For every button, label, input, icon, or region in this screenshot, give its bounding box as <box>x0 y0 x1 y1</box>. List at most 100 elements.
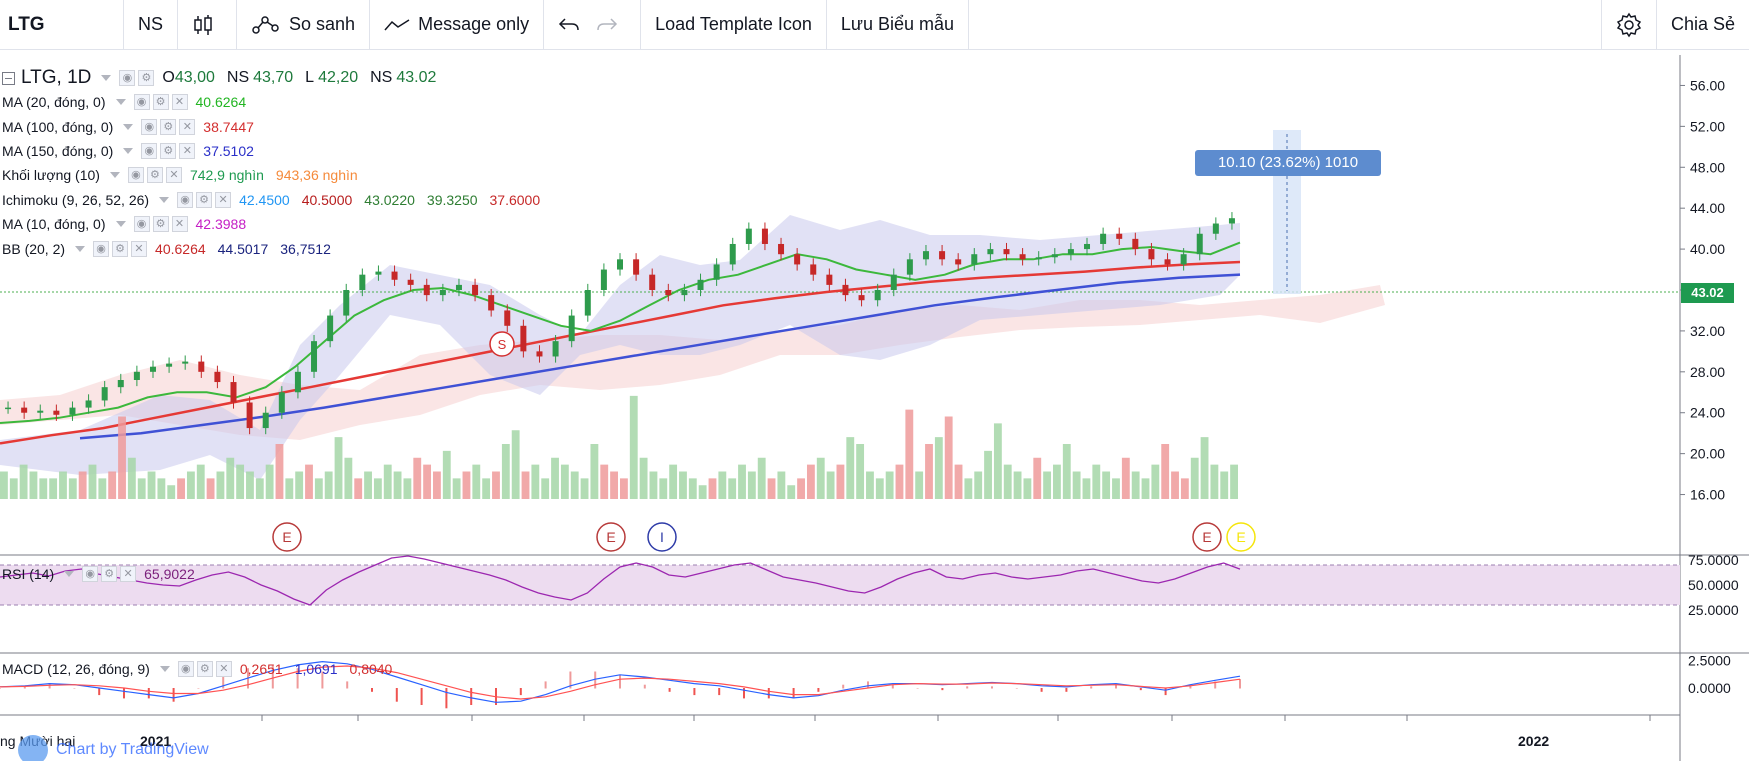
chevron-down-icon[interactable] <box>159 666 170 672</box>
chart-type-button[interactable] <box>178 0 238 50</box>
candle-body <box>117 380 124 388</box>
eye-icon[interactable]: ◉ <box>127 167 144 183</box>
close-icon[interactable]: ✕ <box>215 192 232 208</box>
candle-body <box>214 371 221 383</box>
volume-bar <box>1112 478 1120 499</box>
chevron-down-icon[interactable] <box>109 172 120 178</box>
volume-bar <box>314 478 323 499</box>
close-icon[interactable]: ✕ <box>171 216 188 232</box>
redo-icon[interactable] <box>596 16 618 34</box>
top-toolbar: LTG NS So sanh Message only <box>0 0 1749 50</box>
chevron-down-icon[interactable] <box>123 148 134 154</box>
close-icon[interactable]: ✕ <box>171 94 188 110</box>
candle-body <box>278 392 285 413</box>
legend-macd[interactable]: MACD (12, 26, đóng, 9) ◉ ⚙ ✕ 0,2651 1,0691… <box>2 660 404 678</box>
earnings-marker[interactable] <box>272 522 302 552</box>
eye-icon[interactable]: ◉ <box>141 119 158 135</box>
close-icon[interactable]: ✕ <box>179 119 196 135</box>
volume-bar <box>265 464 274 499</box>
eye-icon[interactable]: ◉ <box>141 143 158 159</box>
eye-icon[interactable]: ◉ <box>133 94 150 110</box>
legend-ma10[interactable]: MA (10, đóng, 0) ◉ ⚙ ✕ 42.3988 <box>2 215 258 233</box>
volume-bar <box>1220 471 1229 499</box>
split-marker[interactable] <box>489 331 515 357</box>
candle-body <box>1132 238 1139 250</box>
volume-bar <box>19 464 28 499</box>
eye-icon[interactable]: ◉ <box>177 192 194 208</box>
gear-icon[interactable]: ⚙ <box>146 167 163 183</box>
share-button[interactable]: Chia Sẻ <box>1670 14 1735 34</box>
gear-icon[interactable]: ⚙ <box>160 143 177 159</box>
chevron-down-icon[interactable] <box>101 75 112 81</box>
candle-body <box>584 290 591 316</box>
compare-button[interactable]: So sanh <box>237 0 371 50</box>
eye-icon[interactable]: ◉ <box>119 70 136 86</box>
eye-icon[interactable]: ◉ <box>177 661 194 677</box>
gear-icon[interactable]: ⚙ <box>112 241 129 257</box>
volume-bar <box>236 464 245 499</box>
candle-body <box>407 279 414 285</box>
legend-volume[interactable]: Khối lượng (10) ◉ ⚙ ✕ 742,9 nghìn 943,36 n… <box>2 166 370 184</box>
close-icon[interactable]: ✕ <box>165 167 182 183</box>
legend-ma150[interactable]: MA (150, đóng, 0) ◉ ⚙ ✕ 37.5102 <box>2 142 266 160</box>
undo-icon[interactable] <box>558 16 580 34</box>
candle-body <box>101 387 108 401</box>
price-layer <box>0 212 1241 445</box>
chart-area[interactable]: 56.0052.0048.0044.0040.0036.0032.0028.00… <box>0 55 1749 761</box>
macd-histogram-bar <box>271 664 274 689</box>
chevron-down-icon[interactable] <box>75 246 86 252</box>
candle-body <box>922 251 929 260</box>
price-tick-label: 48.00 <box>1690 159 1725 175</box>
chevron-down-icon[interactable] <box>123 124 134 130</box>
legend-rsi[interactable]: RSI (14) ◉ ⚙ ✕ 65,9022 <box>2 565 207 583</box>
future-event-marker[interactable] <box>1226 522 1256 552</box>
save-template-button[interactable]: Lưu Biểu mẫu <box>827 0 970 50</box>
legend-main-title[interactable]: LTG, 1D <box>21 67 92 88</box>
chart-canvas[interactable]: 56.0052.0048.0044.0040.0036.0032.0028.00… <box>0 55 1749 761</box>
legend-ma100[interactable]: MA (100, đóng, 0) ◉ ⚙ ✕ 38.7447 <box>2 118 266 136</box>
load-template-button[interactable]: Load Template Icon <box>641 0 827 50</box>
chevron-down-icon[interactable] <box>115 99 126 105</box>
gear-icon[interactable]: ⚙ <box>138 70 155 86</box>
volume-bar <box>934 437 943 499</box>
chevron-down-icon[interactable] <box>64 571 75 577</box>
legend-bb[interactable]: BB (20, 2) ◉ ⚙ ✕ 40.6264 44.5017 36,7512 <box>2 240 343 258</box>
volume-bar <box>442 450 451 499</box>
eye-icon[interactable]: ◉ <box>133 216 150 232</box>
candle-body <box>617 259 623 270</box>
message-button[interactable]: Message only <box>370 0 545 50</box>
earnings-marker[interactable] <box>596 522 626 552</box>
tradingview-branding[interactable]: Chart by TradingView <box>18 735 209 761</box>
gear-icon[interactable]: ⚙ <box>152 94 169 110</box>
volume-bar <box>1200 437 1209 499</box>
settings-button[interactable] <box>1602 0 1657 50</box>
volume-bar <box>482 478 491 499</box>
candle-body <box>649 274 656 290</box>
symbol-search-button[interactable]: LTG <box>0 0 124 50</box>
chevron-down-icon[interactable] <box>115 221 126 227</box>
legend-ichimoku[interactable]: Ichimoku (9, 26, 52, 26) ◉ ⚙ ✕ 42.4500 40.… <box>2 191 552 209</box>
gear-icon[interactable]: ⚙ <box>196 192 213 208</box>
close-icon[interactable]: ✕ <box>215 661 232 677</box>
interval-button[interactable]: NS <box>124 0 179 50</box>
close-icon[interactable]: ✕ <box>131 241 148 257</box>
legend-ma20[interactable]: MA (20, đóng, 0) ◉ ⚙ ✕ 40.6264 <box>2 93 258 111</box>
close-icon[interactable]: ✕ <box>179 143 196 159</box>
chevron-down-icon[interactable] <box>159 197 170 203</box>
macd-histogram-bar <box>668 688 671 692</box>
gear-icon[interactable]: ⚙ <box>160 119 177 135</box>
eye-icon[interactable]: ◉ <box>82 566 99 582</box>
legend-open-label: O <box>162 69 175 86</box>
earnings-marker[interactable] <box>1192 522 1222 552</box>
volume-bar <box>866 471 874 499</box>
collapse-icon[interactable] <box>2 71 15 85</box>
dividend-marker[interactable] <box>647 522 677 552</box>
gear-icon[interactable]: ⚙ <box>101 566 118 582</box>
candle-body <box>520 325 527 352</box>
volume-bar <box>1013 471 1022 499</box>
legend-controls[interactable]: ◉ ⚙ <box>119 70 155 86</box>
close-icon[interactable]: ✕ <box>120 566 137 582</box>
eye-icon[interactable]: ◉ <box>93 241 110 257</box>
gear-icon[interactable]: ⚙ <box>196 661 213 677</box>
gear-icon[interactable]: ⚙ <box>152 216 169 232</box>
